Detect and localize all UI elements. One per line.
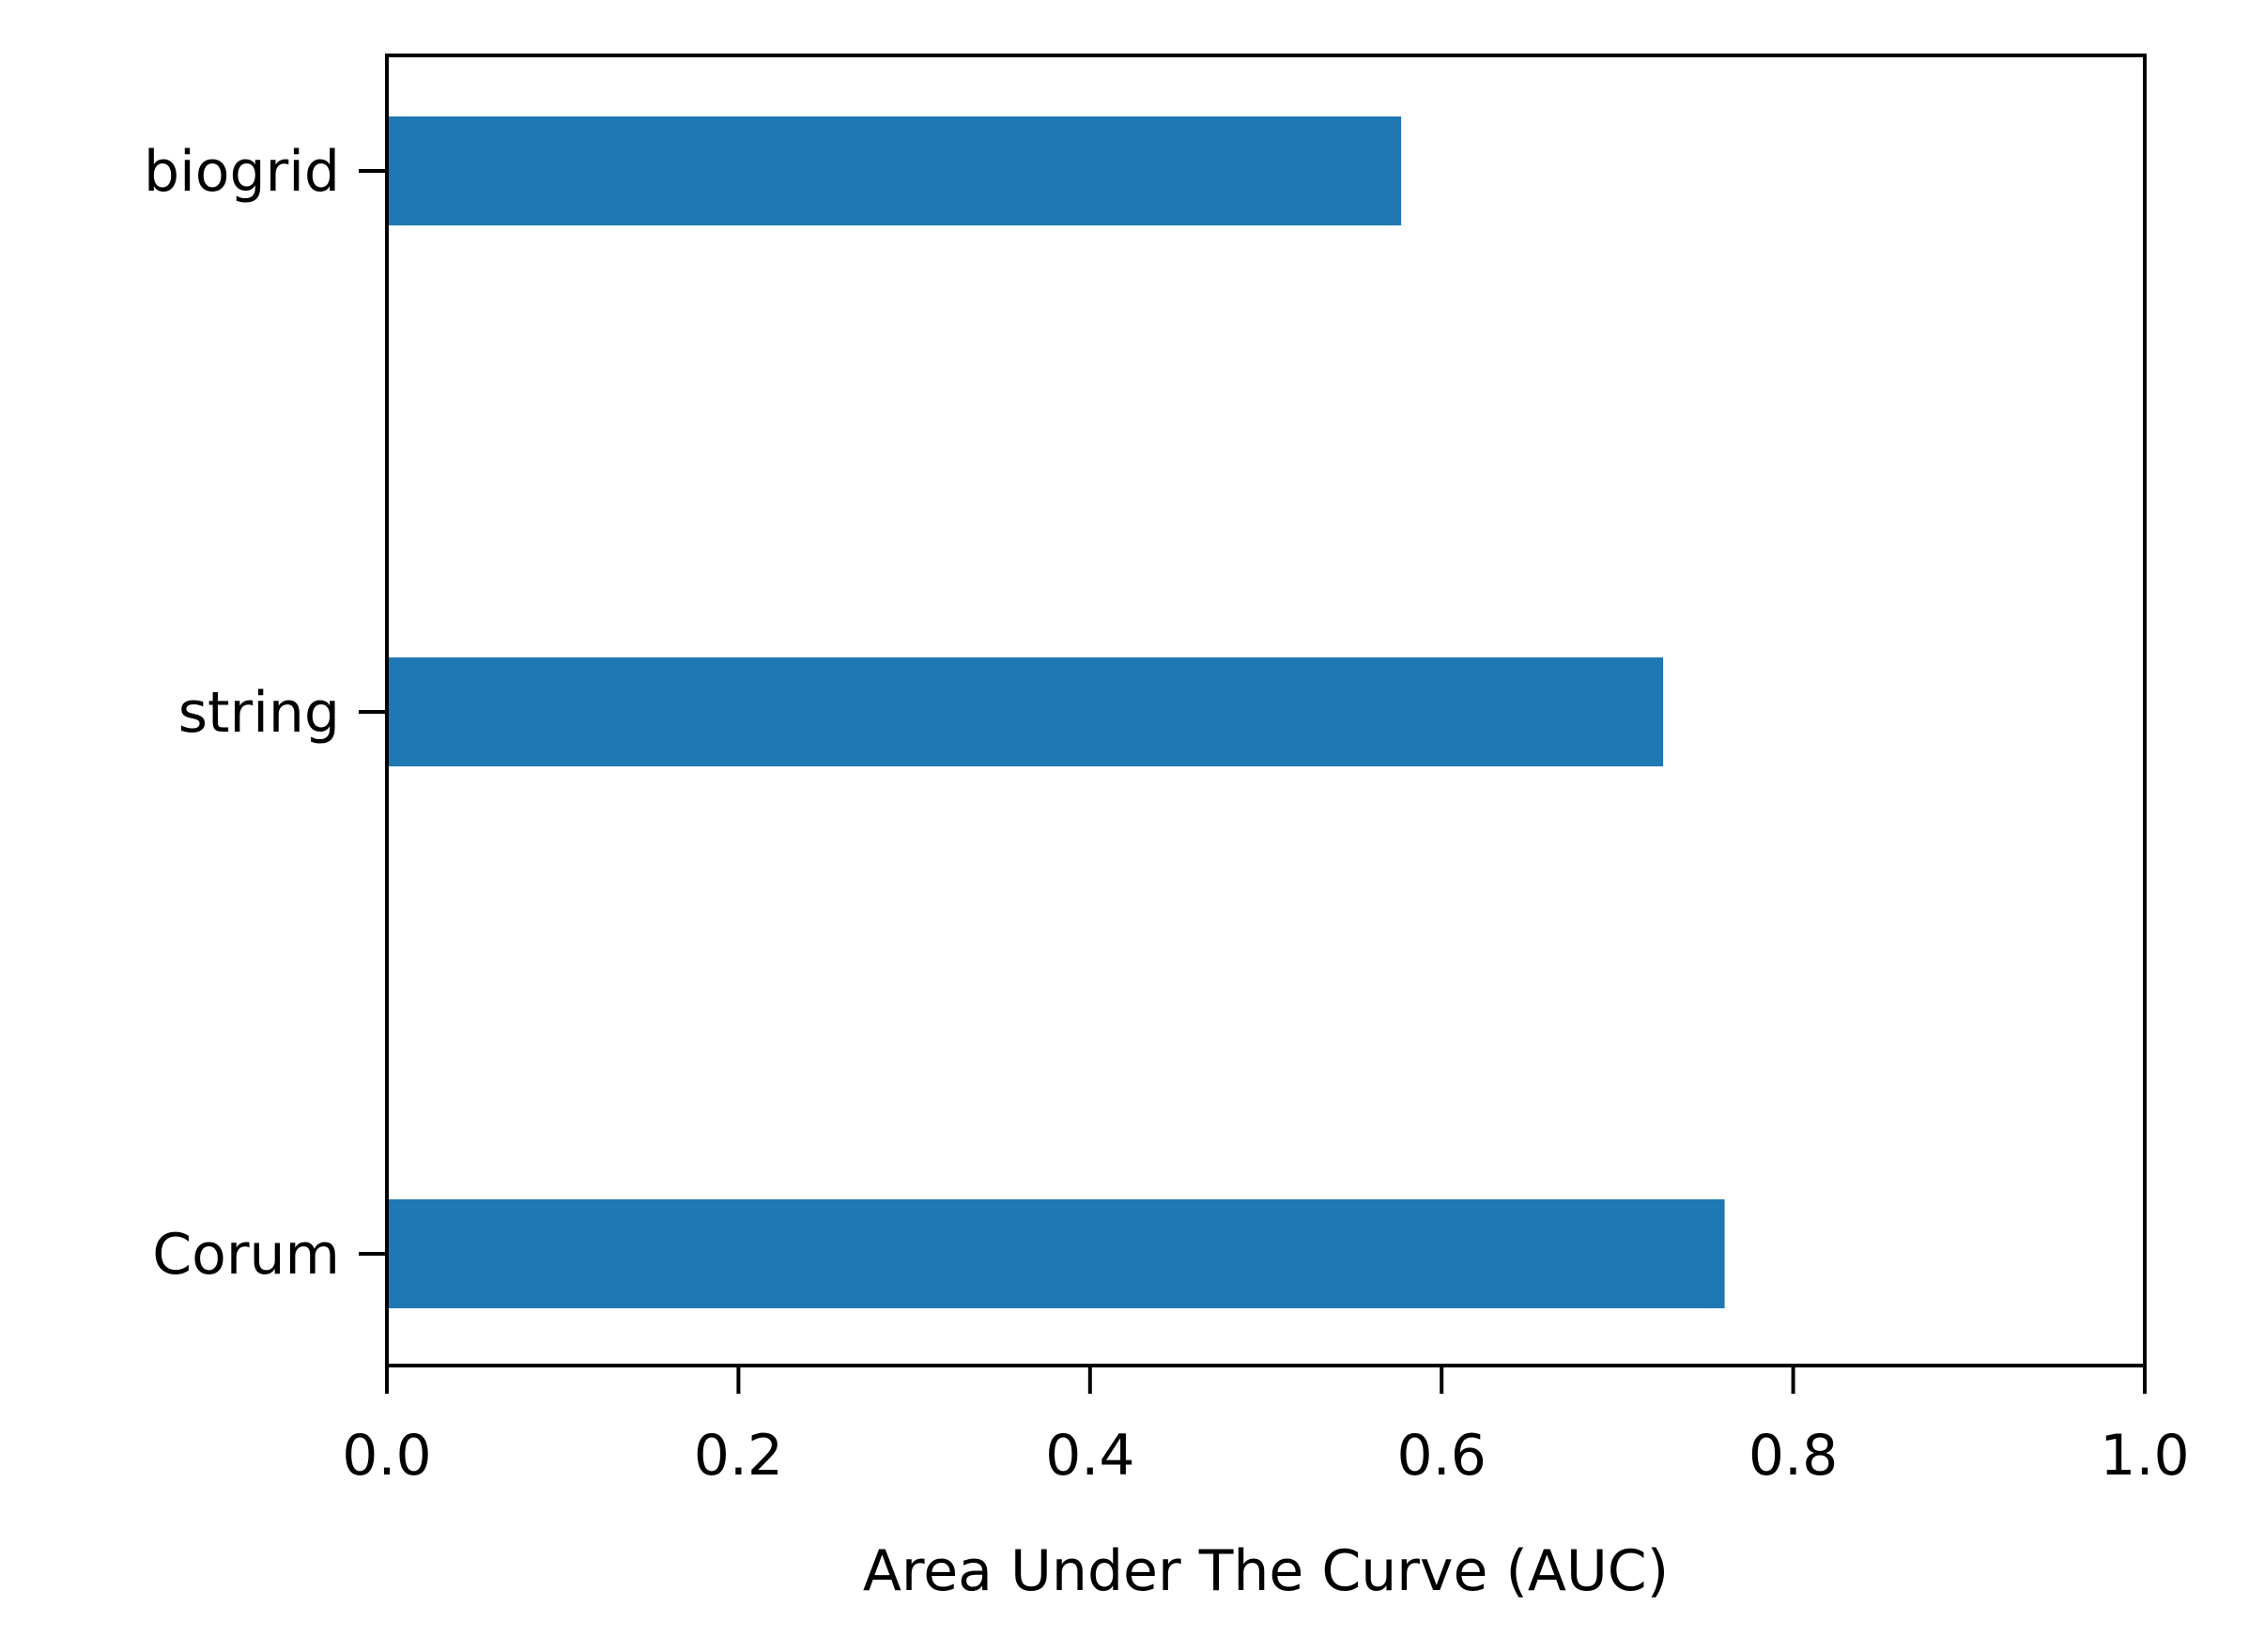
x-tick-label: 0.0 bbox=[342, 1423, 431, 1489]
x-axis-label: Area Under The Curve (AUC) bbox=[863, 1538, 1669, 1604]
y-tick-label: string bbox=[178, 680, 340, 746]
y-tick-label: biogrid bbox=[144, 139, 340, 205]
bar-corum bbox=[387, 1199, 1725, 1308]
x-tick-label: 1.0 bbox=[2100, 1423, 2189, 1489]
y-tick-label: Corum bbox=[152, 1222, 340, 1288]
bar-biogrid bbox=[387, 116, 1402, 225]
x-tick-label: 0.8 bbox=[1748, 1423, 1838, 1489]
x-axis-ticks: 0.0 0.2 0.4 0.6 0.8 1.0 bbox=[342, 1366, 2190, 1489]
x-tick-label: 0.4 bbox=[1045, 1423, 1134, 1489]
y-axis-ticks: biogrid string Corum bbox=[144, 139, 387, 1288]
bar-string bbox=[387, 657, 1664, 766]
x-tick-label: 0.6 bbox=[1396, 1423, 1486, 1489]
x-tick-label: 0.2 bbox=[694, 1423, 783, 1489]
bars-group bbox=[387, 116, 1725, 1308]
